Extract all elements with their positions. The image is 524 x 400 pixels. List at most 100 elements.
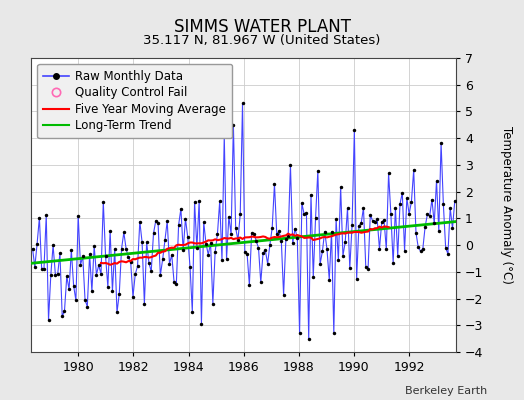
Point [77, 262, 85, 268]
Point [195, 198, 203, 204]
Point [277, 238, 286, 244]
Point [85, 251, 94, 258]
Point [60, 308, 69, 314]
Point [385, 170, 393, 176]
Point [213, 231, 222, 238]
Point [391, 205, 400, 212]
Point [67, 247, 75, 253]
Point [49, 242, 57, 248]
Point [425, 213, 434, 219]
Point [65, 286, 73, 292]
Point [394, 253, 402, 259]
Point [28, 245, 37, 252]
Point [362, 264, 370, 270]
Point [225, 214, 233, 220]
Point [328, 228, 336, 235]
Point [172, 281, 181, 288]
Point [430, 220, 439, 226]
Y-axis label: Temperature Anomaly (°C): Temperature Anomaly (°C) [500, 126, 513, 284]
Point [238, 100, 247, 107]
Point [366, 212, 375, 218]
Point [302, 210, 311, 216]
Point [332, 216, 340, 223]
Point [183, 234, 192, 240]
Point [389, 260, 397, 266]
Point [145, 260, 153, 266]
Point [405, 211, 413, 217]
Point [316, 261, 324, 267]
Point [357, 220, 365, 226]
Point [234, 237, 242, 243]
Point [122, 246, 130, 252]
Point [140, 301, 149, 307]
Point [151, 218, 160, 224]
Point [204, 252, 212, 258]
Point [104, 284, 112, 290]
Point [330, 330, 338, 336]
Point [339, 252, 347, 259]
Point [407, 198, 416, 205]
Point [47, 272, 55, 278]
Point [158, 256, 167, 263]
Point [289, 240, 297, 246]
Point [81, 297, 89, 303]
Point [451, 198, 459, 204]
Point [200, 219, 208, 225]
Point [33, 240, 41, 247]
Point [359, 204, 368, 211]
Point [428, 196, 436, 203]
Point [111, 246, 119, 252]
Point [272, 231, 281, 237]
Point [40, 266, 48, 272]
Point [181, 216, 190, 222]
Point [72, 297, 80, 304]
Point [147, 268, 156, 274]
Point [264, 260, 272, 267]
Point [254, 245, 263, 251]
Point [439, 201, 447, 208]
Point [190, 199, 199, 205]
Point [309, 274, 318, 280]
Point [323, 246, 331, 252]
Point [99, 198, 107, 205]
Point [293, 235, 301, 241]
Point [222, 256, 231, 262]
Point [409, 167, 418, 173]
Point [275, 228, 283, 234]
Point [382, 246, 390, 253]
Point [138, 239, 146, 246]
Point [211, 248, 220, 255]
Point [375, 246, 384, 252]
Point [334, 257, 343, 263]
Point [119, 229, 128, 236]
Point [304, 336, 313, 342]
Point [400, 248, 409, 254]
Point [117, 246, 126, 252]
Point [83, 303, 92, 310]
Point [348, 222, 356, 228]
Point [398, 190, 407, 196]
Point [257, 279, 265, 286]
Point [421, 224, 429, 230]
Point [314, 168, 322, 174]
Point [419, 246, 427, 252]
Point [252, 238, 260, 244]
Point [108, 288, 117, 294]
Point [432, 178, 441, 184]
Point [113, 309, 121, 316]
Point [284, 233, 292, 240]
Point [266, 241, 274, 248]
Point [156, 272, 165, 278]
Point [38, 266, 46, 272]
Point [129, 294, 137, 300]
Point [446, 205, 454, 211]
Point [417, 248, 425, 254]
Point [179, 247, 188, 254]
Point [149, 230, 158, 236]
Text: Berkeley Earth: Berkeley Earth [405, 386, 487, 396]
Point [106, 228, 114, 234]
Point [245, 282, 254, 288]
Point [126, 259, 135, 266]
Point [154, 220, 162, 227]
Point [291, 225, 299, 232]
